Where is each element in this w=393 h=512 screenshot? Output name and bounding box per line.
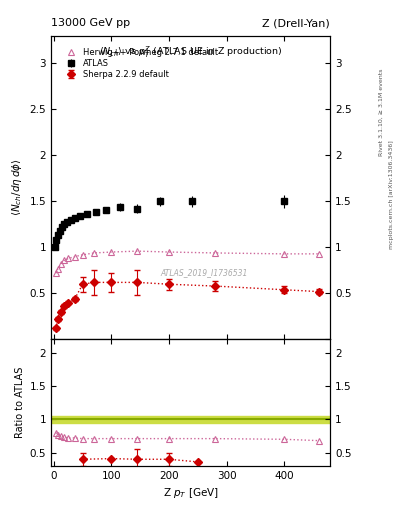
Bar bbox=[51, 416, 330, 422]
Text: Rivet 3.1.10, ≥ 3.1M events: Rivet 3.1.10, ≥ 3.1M events bbox=[379, 69, 384, 156]
Herwig++ Powheg 2.7.1 default bbox=[72, 253, 77, 260]
Text: mcplots.cern.ch [arXiv:1306.3436]: mcplots.cern.ch [arXiv:1306.3436] bbox=[389, 140, 393, 249]
Herwig++ Powheg 2.7.1 default bbox=[92, 250, 97, 256]
Text: $\langle N_{ch}\rangle$ vs $p_T^Z$ (ATLAS UE in Z production): $\langle N_{ch}\rangle$ vs $p_T^Z$ (ATLA… bbox=[99, 45, 283, 60]
Herwig++ Powheg 2.7.1 default bbox=[56, 266, 61, 272]
Text: 13000 GeV pp: 13000 GeV pp bbox=[51, 18, 130, 28]
Herwig++ Powheg 2.7.1 default bbox=[81, 252, 85, 258]
Herwig++ Powheg 2.7.1 default bbox=[135, 248, 140, 254]
Herwig++ Powheg 2.7.1 default bbox=[62, 257, 67, 263]
Herwig++ Powheg 2.7.1 default bbox=[66, 255, 71, 262]
Herwig++ Powheg 2.7.1 default bbox=[109, 249, 114, 255]
Y-axis label: $\langle N_{ch}/d\eta\,d\phi\rangle$: $\langle N_{ch}/d\eta\,d\phi\rangle$ bbox=[10, 159, 24, 217]
Herwig++ Powheg 2.7.1 default bbox=[53, 270, 58, 276]
Text: Z (Drell-Yan): Z (Drell-Yan) bbox=[263, 18, 330, 28]
Herwig++ Powheg 2.7.1 default bbox=[167, 249, 171, 255]
Herwig++ Powheg 2.7.1 default bbox=[316, 251, 321, 257]
Legend: Herwig++ Powheg 2.7.1 default, ATLAS, Sherpa 2.2.9 default: Herwig++ Powheg 2.7.1 default, ATLAS, Sh… bbox=[61, 46, 219, 80]
Herwig++ Powheg 2.7.1 default bbox=[59, 261, 63, 267]
Y-axis label: Ratio to ATLAS: Ratio to ATLAS bbox=[15, 367, 26, 438]
Herwig++ Powheg 2.7.1 default bbox=[282, 251, 286, 257]
Text: ATLAS_2019_I1736531: ATLAS_2019_I1736531 bbox=[161, 268, 248, 277]
Herwig++ Powheg 2.7.1 default bbox=[213, 250, 217, 256]
Line: Herwig++ Powheg 2.7.1 default: Herwig++ Powheg 2.7.1 default bbox=[52, 248, 322, 276]
X-axis label: Z $p_T$ [GeV]: Z $p_T$ [GeV] bbox=[163, 486, 219, 500]
